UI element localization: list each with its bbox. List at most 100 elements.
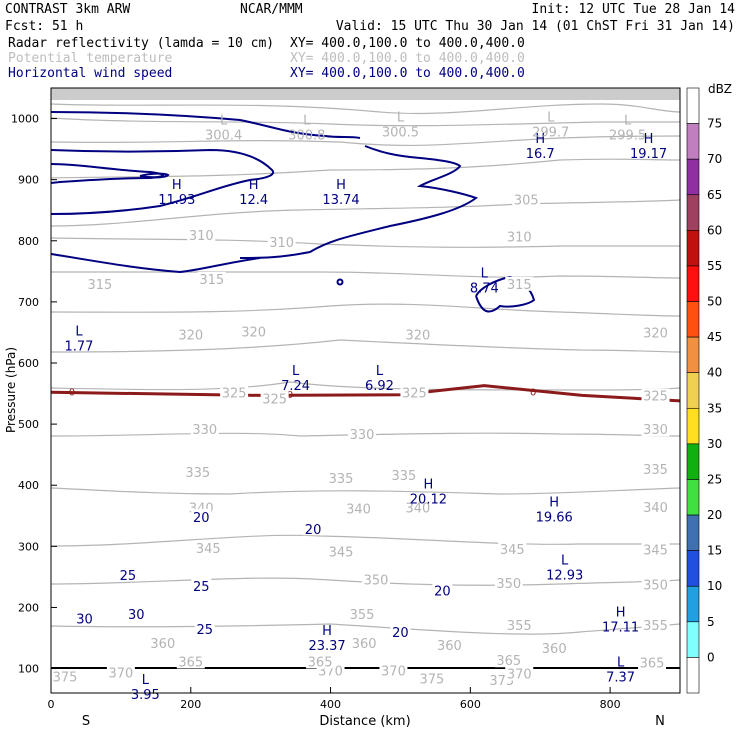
theta-label-bg	[638, 655, 667, 670]
wind-label-bg	[191, 578, 212, 593]
colorbar-segment	[686, 407, 700, 445]
extremum-value: 1.77	[64, 340, 93, 355]
colorbar-level-label: 0	[707, 650, 715, 664]
theta-label-bg	[306, 654, 335, 669]
colorbar-level-label: 65	[707, 188, 722, 202]
extremum-kind: H	[535, 132, 545, 147]
extremum-value: 8.74	[470, 281, 499, 296]
theta-label: 315	[507, 278, 532, 293]
theta-label-bg	[494, 653, 523, 668]
theta-label: 325	[402, 387, 427, 402]
y-tick-label: 700	[18, 296, 39, 309]
theta-label: 360	[150, 637, 175, 652]
colorbar-level-label: 35	[707, 401, 722, 415]
theta-label: 375	[419, 673, 444, 688]
theta-label-bg	[327, 471, 356, 486]
theta-label-bg	[540, 641, 569, 655]
wind-label: 25	[120, 569, 137, 584]
freezing-level-label: 0	[69, 388, 75, 399]
theta-label: 355	[507, 619, 532, 634]
extremum-kind: H	[616, 606, 626, 621]
theta-label-bg	[641, 325, 670, 340]
theta-label: 320	[178, 329, 203, 344]
wind-label: 30	[76, 612, 93, 627]
title-left: CONTRAST 3km ARW	[5, 2, 130, 17]
theta-label-bg	[187, 227, 216, 242]
extremum-kind: H	[644, 132, 654, 147]
theta-label-bg	[327, 544, 356, 559]
theta-label: 355	[643, 619, 668, 634]
theta-label-bg	[260, 391, 289, 406]
theta-label-bg	[641, 388, 670, 403]
theta-label-bg	[641, 461, 670, 476]
theta-label-bg	[435, 637, 464, 652]
freezing-level-label: 0	[287, 390, 293, 401]
x-tick-label: 600	[460, 698, 481, 711]
theta-label-bg	[641, 577, 670, 592]
theta-line-345	[50, 237, 680, 248]
theta-label: 325	[262, 393, 287, 408]
theta-label: 315	[199, 273, 224, 288]
theta-label: 365	[308, 655, 333, 670]
extremum-value: 16.7	[526, 147, 555, 162]
extremum-kind: L	[142, 673, 150, 688]
theta-line-350	[50, 199, 681, 227]
theta-label: 350	[364, 574, 389, 589]
field-xy-wind: XY= 400.0,100.0 to 400.0,400.0	[290, 66, 525, 81]
valid-time: Valid: 15 UTC Thu 30 Jan 14 (01 ChST Fri…	[336, 19, 735, 34]
y-tick-label: 100	[18, 663, 39, 676]
theta-label: 370	[507, 668, 532, 683]
extremum-kind: L	[624, 114, 632, 129]
end-label-north: N	[655, 714, 665, 729]
y-tick-label: 800	[18, 235, 39, 248]
theta-label: 350	[496, 577, 521, 592]
theta-line-310	[50, 534, 680, 547]
theta-label-bg	[190, 422, 219, 437]
field-name-theta: Potential temperature	[8, 51, 173, 66]
wind-label: 20	[193, 511, 210, 526]
colorbar-segment	[686, 265, 700, 302]
wind-label: 20	[305, 523, 322, 538]
wind-contour-lines	[50, 111, 536, 313]
x-tick-label: 400	[320, 698, 341, 711]
wind-line-30	[50, 163, 165, 184]
extremum-kind: L	[292, 364, 300, 379]
wind-label: 25	[196, 623, 213, 638]
extremum-value: 6.92	[365, 379, 394, 394]
wind-contour-labels: 30 30 25 25 25 20 20 20 20	[74, 509, 453, 641]
extrema-markers: L3.95L7.37H23.37H17.11L12.93H19.66H20.12…	[64, 111, 667, 703]
wind-line-20-dot	[336, 278, 344, 286]
theta-label-bg	[239, 324, 268, 339]
extremum-kind: H	[549, 496, 559, 511]
theta-label: 340	[406, 501, 431, 516]
colorbar-title: dBZ	[708, 82, 732, 96]
colorbar-level-label: 10	[707, 579, 722, 593]
theta-label-bg	[348, 427, 377, 442]
theta-label-bg	[348, 606, 377, 621]
freezing-level-label: 0	[530, 388, 536, 399]
theta-label: 310	[507, 231, 532, 246]
theta-line-320	[50, 432, 681, 437]
colorbar-segment	[686, 123, 700, 160]
theta-dense-band	[51, 88, 680, 100]
theta-label: 315	[88, 278, 113, 293]
theta-label-bg	[505, 617, 534, 632]
extremum-value: 19.66	[536, 511, 573, 526]
theta-label: 345	[643, 544, 668, 559]
theta-label-bg	[50, 669, 79, 684]
wind-label-bg	[432, 582, 453, 597]
theta-label: 320	[406, 329, 431, 344]
theta-label: 360	[352, 637, 377, 652]
theta-label: 350	[643, 578, 668, 593]
theta-label: 320	[241, 325, 266, 340]
theta-label: 330	[643, 423, 668, 438]
theta-label: 365	[640, 657, 665, 672]
extremum-value: 19.17	[630, 147, 667, 162]
colorbar-level-label: 60	[707, 223, 722, 237]
forecast-hour: Fcst: 51 h	[5, 19, 83, 34]
theta-label-bg	[176, 327, 205, 342]
extremum-value: 300.4	[205, 129, 242, 144]
